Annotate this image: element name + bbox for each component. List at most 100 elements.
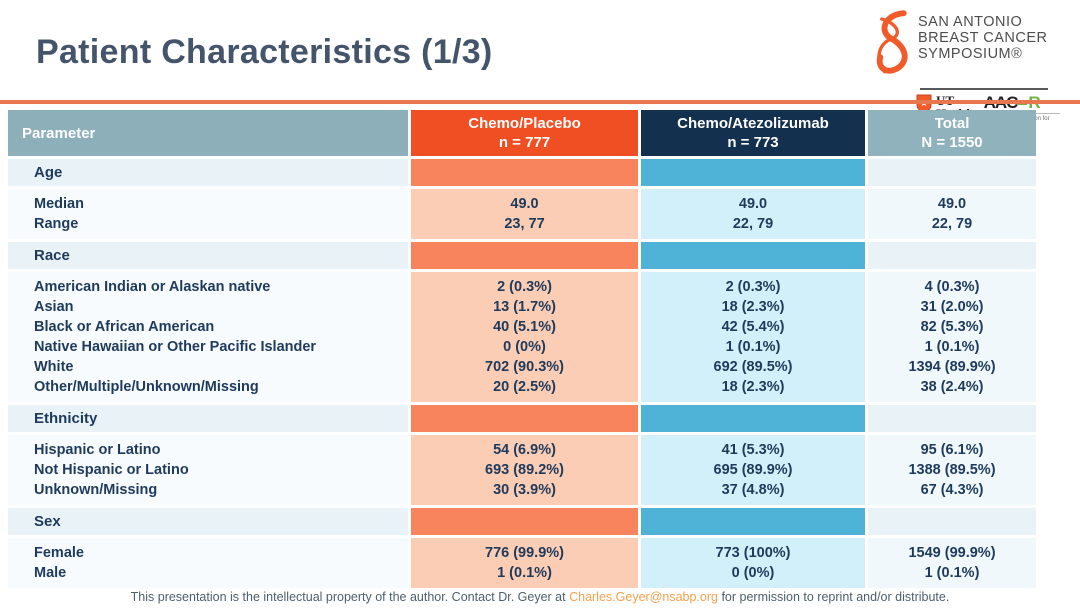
section-bar-placebo (411, 508, 638, 535)
row-label: Native Hawaiian or Other Pacific Islande… (34, 339, 317, 355)
row-label: Hispanic or Latino (34, 442, 161, 458)
total-value-cell: 95 (6.1%) 1388 (89.5%) 67 (4.3%) (868, 435, 1036, 505)
sabcs-wordmark: SAN ANTONIO BREAST CANCER SYMPOSIUM® (918, 8, 1048, 62)
section-bar-atezolizumab (641, 242, 865, 269)
section-label: Race (8, 242, 408, 269)
column-header-n: n = 777 (498, 134, 551, 151)
value: 695 (89.9%) (713, 462, 793, 478)
value: 1 (0.1%) (924, 565, 980, 581)
value: 20 (2.5%) (493, 379, 556, 395)
section-bar-total (868, 159, 1036, 186)
value: 13 (1.7%) (493, 299, 556, 315)
atezolizumab-value-cell: 49.0 22, 79 (641, 189, 865, 239)
value: 18 (2.3%) (721, 379, 785, 395)
value: 40 (5.1%) (493, 319, 556, 335)
characteristics-table: Parameter Chemo/Placebo n = 777 Chemo/At… (8, 110, 1036, 588)
value: 54 (6.9%) (493, 442, 556, 458)
value: 0 (0%) (503, 339, 546, 355)
value: 23, 77 (504, 216, 545, 232)
column-header-total: Total N = 1550 (868, 110, 1036, 156)
sabcs-word-line3: SYMPOSIUM® (918, 46, 1023, 62)
sabcs-ribbon-icon (870, 8, 914, 85)
value: 31 (2.0%) (920, 299, 984, 315)
column-header-label: Chemo/Placebo (468, 115, 581, 132)
row-label: Black or African American (34, 319, 215, 335)
value: 95 (6.1%) (920, 442, 984, 458)
value: 1 (0.1%) (725, 339, 781, 355)
column-header-n: N = 1550 (921, 134, 983, 151)
value: 1 (0.1%) (497, 565, 552, 581)
total-value-cell: 4 (0.3%) 31 (2.0%) 82 (5.3%) 1 (0.1%) 13… (868, 272, 1036, 402)
value: 49.0 (937, 196, 967, 212)
section-row-sex: Sex (8, 508, 1036, 535)
placebo-value-cell: 54 (6.9%) 693 (89.2%) 30 (3.9%) (411, 435, 638, 505)
placebo-value-cell: 776 (99.9%) 1 (0.1%) (411, 538, 638, 588)
footer-text-before: This presentation is the intellectual pr… (130, 590, 570, 604)
column-header-n: n = 773 (727, 134, 779, 151)
column-header-label: Total (934, 115, 970, 132)
section-bar-total (868, 242, 1036, 269)
page-title: Patient Characteristics (1/3) (36, 33, 493, 71)
logo-divider (920, 88, 1048, 90)
value: 22, 79 (732, 216, 774, 232)
value: 41 (5.3%) (721, 442, 785, 458)
value: 42 (5.4%) (721, 319, 785, 335)
value: 30 (3.9%) (493, 482, 556, 498)
value: 18 (2.3%) (721, 299, 785, 315)
column-header-parameter: Parameter (8, 110, 408, 156)
column-header-placebo: Chemo/Placebo n = 777 (411, 110, 638, 156)
row-label: Range (34, 216, 79, 232)
value: 693 (89.2%) (485, 462, 564, 478)
column-header-label: Parameter (22, 124, 96, 142)
param-cell: Median Range (8, 189, 408, 239)
section-row-ethnicity: Ethnicity (8, 405, 1036, 432)
row-label: Not Hispanic or Latino (34, 462, 189, 478)
section-label: Ethnicity (8, 405, 408, 432)
value: 702 (90.3%) (485, 359, 564, 375)
placebo-value-cell: 2 (0.3%) 13 (1.7%) 40 (5.1%) 0 (0%) 702 … (411, 272, 638, 402)
row-label: Asian (34, 299, 74, 315)
section-label: Age (8, 159, 408, 186)
section-bar-atezolizumab (641, 508, 865, 535)
value: 0 (0%) (731, 565, 775, 581)
section-bar-placebo (411, 405, 638, 432)
atezolizumab-value-cell: 41 (5.3%) 695 (89.9%) 37 (4.8%) (641, 435, 865, 505)
param-cell: American Indian or Alaskan native Asian … (8, 272, 408, 402)
copyright-footer: This presentation is the intellectual pr… (0, 590, 1080, 604)
column-header-atezolizumab: Chemo/Atezolizumab n = 773 (641, 110, 865, 156)
value: 82 (5.3%) (920, 319, 984, 335)
title-divider (0, 100, 1080, 104)
column-header-label: Chemo/Atezolizumab (677, 115, 829, 132)
row-label: American Indian or Alaskan native (34, 279, 271, 295)
row-label: Male (34, 565, 67, 581)
section-bar-atezolizumab (641, 159, 865, 186)
row-label: White (34, 359, 74, 375)
value: 1388 (89.5%) (908, 462, 996, 478)
section-row-age: Age (8, 159, 1036, 186)
row-label: Female (34, 545, 84, 561)
value: 2 (0.3%) (725, 279, 781, 295)
atezolizumab-value-cell: 2 (0.3%) 18 (2.3%) 42 (5.4%) 1 (0.1%) 69… (641, 272, 865, 402)
param-cell: Hispanic or Latino Not Hispanic or Latin… (8, 435, 408, 505)
value: 2 (0.3%) (497, 279, 552, 295)
section-bar-total (868, 508, 1036, 535)
atezolizumab-value-cell: 773 (100%) 0 (0%) (641, 538, 865, 588)
value: 1394 (89.9%) (908, 359, 996, 375)
value: 776 (99.9%) (485, 545, 564, 561)
value: 1 (0.1%) (924, 339, 980, 355)
contact-email-link[interactable]: Charles.Geyer@nsabp.org (569, 590, 718, 604)
section-bar-atezolizumab (641, 405, 865, 432)
value: 49.0 (510, 196, 539, 212)
value: 1549 (99.9%) (908, 545, 996, 561)
data-rows-ethnicity: Hispanic or Latino Not Hispanic or Latin… (8, 435, 1036, 505)
placebo-value-cell: 49.0 23, 77 (411, 189, 638, 239)
total-value-cell: 1549 (99.9%) 1 (0.1%) (868, 538, 1036, 588)
data-rows-sex: Female Male 776 (99.9%) 1 (0.1%) 773 (10… (8, 538, 1036, 588)
sabcs-word-line1: SAN ANTONIO (918, 14, 1023, 30)
param-cell: Female Male (8, 538, 408, 588)
row-label: Unknown/Missing (34, 482, 158, 498)
value: 49.0 (738, 196, 768, 212)
table-header-row: Parameter Chemo/Placebo n = 777 Chemo/At… (8, 110, 1036, 156)
data-rows-age: Median Range 49.0 23, 77 49.0 22, 79 49.… (8, 189, 1036, 239)
value: 692 (89.5%) (713, 359, 793, 375)
